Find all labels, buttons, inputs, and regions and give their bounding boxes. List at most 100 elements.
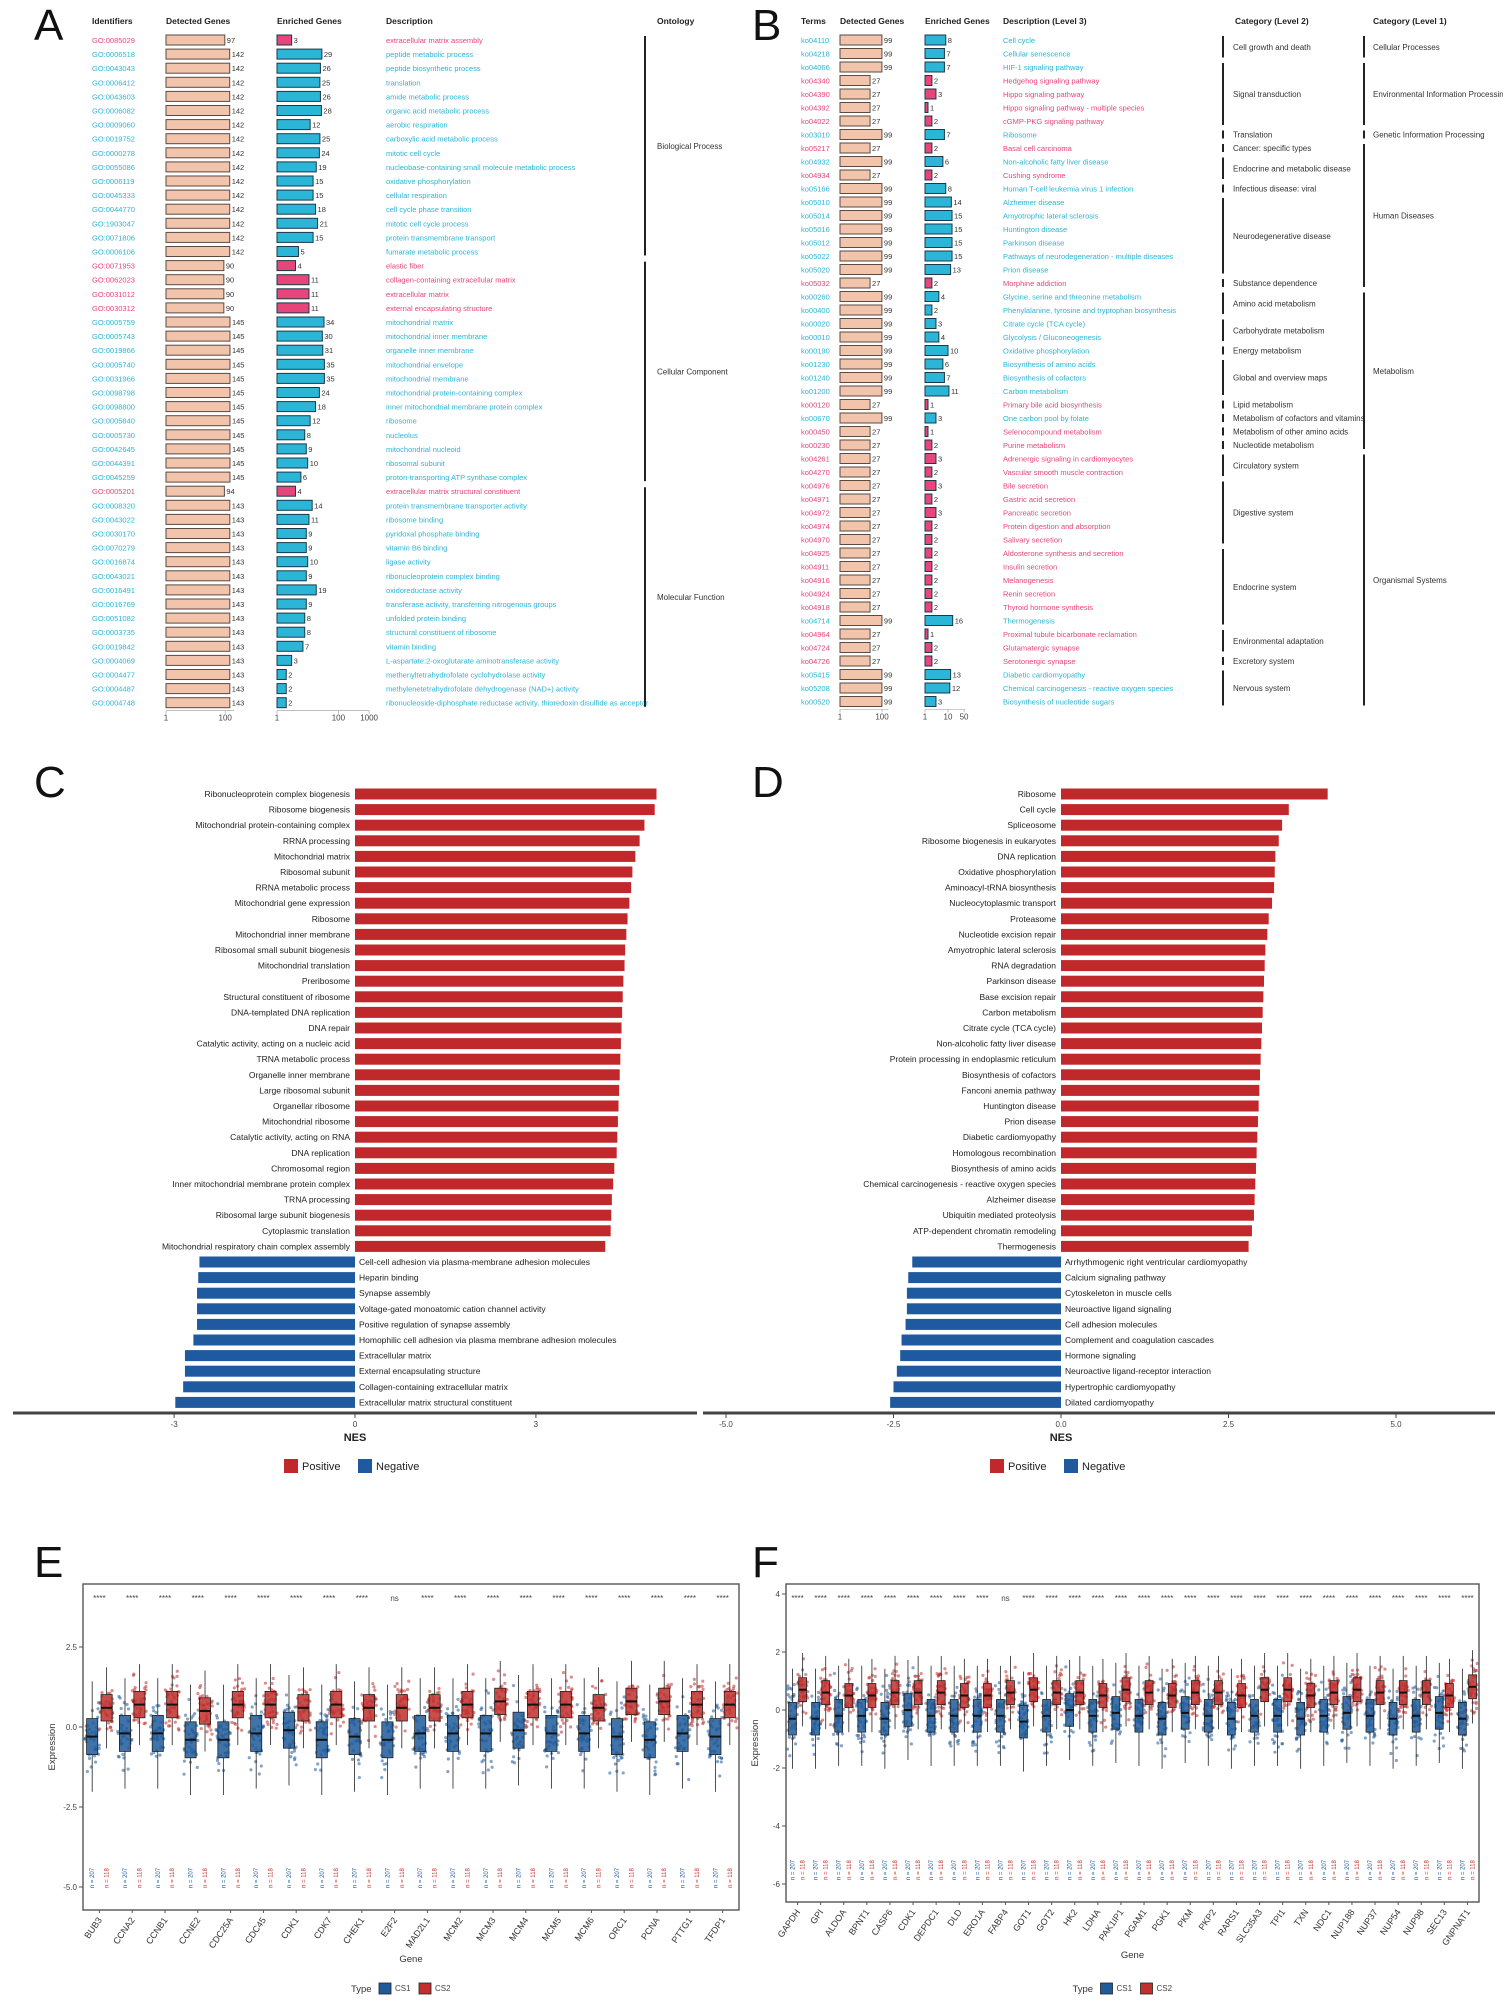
jitter-point	[862, 1735, 867, 1739]
jitter-point	[500, 1684, 504, 1688]
jitter-point	[543, 1705, 547, 1709]
enriched-bar	[924, 682, 951, 694]
n-count-label: n = 118	[269, 1867, 275, 1887]
detected-count: 27	[872, 441, 880, 450]
jitter-point	[904, 1735, 908, 1739]
n-count-label: n = 207	[975, 1859, 981, 1880]
detected-bar	[165, 147, 231, 159]
detected-count: 143	[232, 501, 245, 510]
jitter-point	[1087, 1740, 1091, 1745]
table-row: ko04924 27 2 Renin secretion	[801, 588, 1055, 599]
jitter-point	[249, 1768, 253, 1772]
jitter-point	[832, 1671, 836, 1676]
panel-label-panelA: A	[34, 1, 64, 50]
enriched-bar	[924, 453, 937, 464]
jitter-point	[126, 1767, 130, 1771]
enriched-bar	[924, 628, 929, 640]
y-tick-label: -6	[773, 1880, 781, 1889]
table-row: ko04110 99 8 Cell cycle	[801, 34, 1035, 46]
term-description: Chemical carcinogenesis - reactive oxyge…	[1003, 684, 1173, 693]
enriched-bar	[924, 561, 933, 572]
enriched-bar	[276, 90, 321, 102]
jitter-point	[543, 1710, 547, 1714]
jitter-point	[622, 1695, 626, 1699]
jitter-point	[595, 1722, 599, 1726]
jitter-point	[551, 1756, 555, 1760]
y-tick-label: -5.0	[63, 1883, 77, 1892]
jitter-point	[796, 1672, 800, 1677]
term-description: protein transmembrane transport	[386, 233, 496, 242]
jitter-point	[828, 1673, 832, 1677]
term-id: ko04340	[801, 77, 830, 86]
detected-count: 143	[232, 515, 245, 524]
jitter-point	[786, 1693, 790, 1697]
detected-count: 99	[884, 266, 892, 275]
nes-bar	[355, 1162, 615, 1174]
detected-bar	[165, 612, 231, 624]
detected-count: 27	[872, 90, 880, 99]
category-level2-label: Neurodegenerative disease	[1233, 232, 1331, 241]
enriched-count: 8	[307, 614, 311, 623]
category-level2-label: Global and overview maps	[1233, 374, 1327, 383]
jitter-point	[535, 1718, 539, 1722]
n-count-label: n = 207	[517, 1867, 523, 1888]
jitter-point	[233, 1722, 238, 1726]
term-id: ko01200	[801, 387, 830, 396]
enriched-count: 18	[318, 403, 326, 412]
significance-label: ****	[1045, 1594, 1057, 1603]
jitter-point	[1280, 1673, 1284, 1677]
enriched-bar	[924, 345, 949, 356]
jitter-point	[444, 1736, 448, 1740]
term-description: nucleobase-containing small molecule met…	[386, 163, 576, 172]
jitter-point	[479, 1707, 483, 1712]
term-description: fumarate metabolic process	[386, 248, 478, 257]
jitter-point	[927, 1693, 931, 1697]
jitter-point	[641, 1713, 646, 1717]
jitter-point	[107, 1721, 111, 1725]
jitter-point	[1117, 1732, 1122, 1736]
significance-label: ****	[651, 1594, 663, 1603]
jitter-point	[446, 1757, 450, 1761]
term-description: methenyltetrahydrofolate cyclohydrolase …	[386, 671, 545, 680]
significance-label: ****	[93, 1594, 105, 1603]
table-row: ko00450 27 1 Selenocompound metabolism	[801, 426, 1102, 437]
jitter-point	[578, 1753, 583, 1757]
table-row: GO:0062023 90 11 collagen-containing extrac…	[92, 274, 516, 286]
n-count-label: n = 207	[1137, 1859, 1143, 1880]
table-row: GO:0085029 97 3 extracellular matrix assemb…	[92, 34, 483, 46]
jitter-point	[529, 1722, 534, 1726]
enriched-bar	[924, 547, 933, 559]
jitter-point	[85, 1769, 89, 1774]
nes-bar	[184, 1350, 355, 1362]
significance-label: ****	[585, 1594, 597, 1603]
jitter-point	[561, 1671, 566, 1675]
term-description: peptide biosynthetic process	[386, 64, 481, 73]
nes-bar	[355, 1209, 612, 1221]
enriched-bar	[924, 493, 933, 505]
jitter-point	[523, 1731, 528, 1736]
jitter-point	[1310, 1713, 1315, 1717]
table-row: GO:0005743 145 30 mitochondrial inner membr…	[92, 330, 487, 342]
nes-bar	[355, 944, 626, 956]
jitter-point	[584, 1757, 588, 1761]
detected-bar	[165, 471, 231, 483]
enriched-count: 6	[303, 473, 307, 482]
significance-label: ****	[884, 1594, 896, 1603]
jitter-point	[556, 1714, 560, 1719]
jitter-point	[144, 1681, 148, 1685]
detected-count: 99	[884, 360, 892, 369]
jitter-point	[701, 1679, 705, 1683]
jitter-point	[329, 1732, 333, 1736]
jitter-point	[1221, 1672, 1225, 1676]
jitter-point	[1280, 1742, 1284, 1746]
term-id: ko00020	[801, 320, 830, 329]
nes-bar	[1061, 1022, 1262, 1034]
header-description: Description (Level 3)	[1003, 16, 1087, 26]
term-id: ko00670	[801, 414, 830, 423]
jitter-point	[958, 1674, 962, 1678]
detected-bar	[839, 318, 883, 329]
significance-label: ****	[976, 1594, 988, 1603]
jitter-point	[940, 1714, 944, 1718]
detected-bar	[839, 210, 883, 221]
detected-bar	[165, 133, 231, 145]
